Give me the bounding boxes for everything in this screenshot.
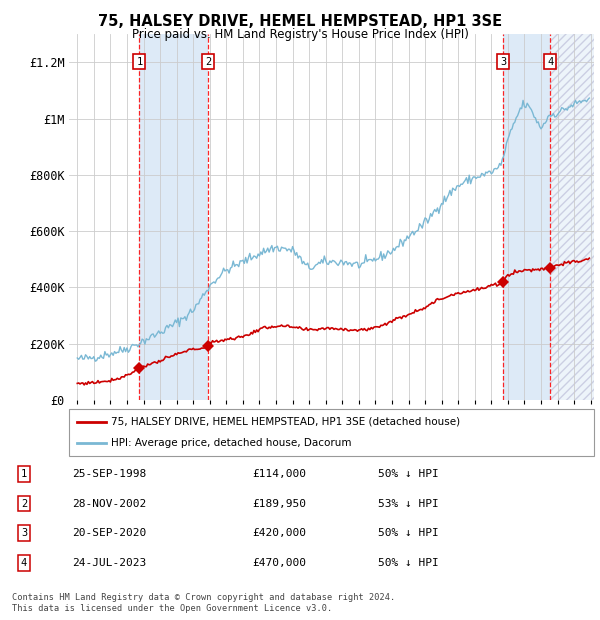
Text: 3: 3 [500,56,506,66]
Text: 75, HALSEY DRIVE, HEMEL HEMPSTEAD, HP1 3SE: 75, HALSEY DRIVE, HEMEL HEMPSTEAD, HP1 3… [98,14,502,29]
Text: 4: 4 [547,56,553,66]
Text: £189,950: £189,950 [252,498,306,508]
Text: 3: 3 [21,528,27,538]
Text: Contains HM Land Registry data © Crown copyright and database right 2024.
This d: Contains HM Land Registry data © Crown c… [12,593,395,613]
Text: 50% ↓ HPI: 50% ↓ HPI [378,558,439,568]
Text: 75, HALSEY DRIVE, HEMEL HEMPSTEAD, HP1 3SE (detached house): 75, HALSEY DRIVE, HEMEL HEMPSTEAD, HP1 3… [111,417,460,427]
Text: 50% ↓ HPI: 50% ↓ HPI [378,469,439,479]
Text: £420,000: £420,000 [252,528,306,538]
FancyBboxPatch shape [69,409,594,456]
Text: 25-SEP-1998: 25-SEP-1998 [72,469,146,479]
Text: 2: 2 [205,56,211,66]
Bar [550,34,594,400]
Text: 1: 1 [136,56,143,66]
Text: HPI: Average price, detached house, Dacorum: HPI: Average price, detached house, Daco… [111,438,352,448]
Text: £470,000: £470,000 [252,558,306,568]
Text: 2: 2 [21,498,27,508]
Text: 20-SEP-2020: 20-SEP-2020 [72,528,146,538]
Text: 4: 4 [21,558,27,568]
Text: 28-NOV-2002: 28-NOV-2002 [72,498,146,508]
Text: 53% ↓ HPI: 53% ↓ HPI [378,498,439,508]
Text: Price paid vs. HM Land Registry's House Price Index (HPI): Price paid vs. HM Land Registry's House … [131,28,469,41]
Text: 50% ↓ HPI: 50% ↓ HPI [378,528,439,538]
Text: 1: 1 [21,469,27,479]
Bar [503,34,550,400]
Text: £114,000: £114,000 [252,469,306,479]
Text: 24-JUL-2023: 24-JUL-2023 [72,558,146,568]
Bar [139,34,208,400]
